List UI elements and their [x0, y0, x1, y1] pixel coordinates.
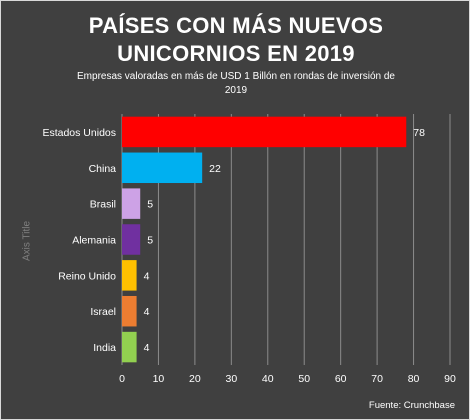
- data-label-alemania: 5: [147, 235, 153, 247]
- data-label-reino-unido: 4: [144, 270, 150, 282]
- chart-title-line-2: UNICORNIOS EN 2019: [117, 41, 355, 66]
- data-label-india: 4: [144, 342, 150, 354]
- chart-title-line-1: PAÍSES CON MÁS NUEVOS: [88, 13, 384, 38]
- category-label-china: China: [89, 163, 117, 175]
- source-note: Fuente: Crunchbase: [368, 400, 455, 411]
- bar-china: [122, 152, 203, 184]
- chart-subtitle-line-2: 2019: [224, 85, 248, 96]
- data-label-china: 22: [209, 163, 221, 175]
- bar-india: [122, 331, 137, 363]
- x-tick-label-0: 0: [119, 373, 125, 385]
- bar-reino-unido: [122, 260, 137, 291]
- x-tick-label-40: 40: [262, 373, 274, 385]
- chart-subtitle-line-1: Empresas valoradas en más de USD 1 Billó…: [77, 71, 395, 82]
- x-tick-label-10: 10: [153, 373, 165, 385]
- bar-brasil: [122, 188, 141, 219]
- data-label-estados-unidos: 78: [413, 127, 425, 139]
- category-label-estados-unidos: Estados Unidos: [42, 127, 116, 139]
- bar-estados-unidos: [122, 116, 407, 148]
- x-tick-label-80: 80: [408, 373, 420, 385]
- category-label-israel: Israel: [90, 306, 116, 318]
- data-label-brasil: 5: [147, 199, 153, 211]
- x-tick-label-70: 70: [371, 373, 383, 385]
- x-tick-label-90: 90: [444, 373, 456, 385]
- category-label-alemania: Alemania: [72, 235, 116, 247]
- x-tick-label-50: 50: [298, 373, 310, 385]
- x-tick-label-20: 20: [189, 373, 201, 385]
- category-label-reino-unido: Reino Unido: [58, 270, 116, 282]
- bar-israel: [122, 295, 137, 327]
- bar-alemania: [122, 224, 141, 255]
- category-label-brasil: Brasil: [90, 199, 116, 211]
- x-tick-label-30: 30: [225, 373, 237, 385]
- x-tick-label-60: 60: [335, 373, 347, 385]
- data-label-israel: 4: [144, 306, 150, 318]
- category-label-india: India: [93, 342, 116, 354]
